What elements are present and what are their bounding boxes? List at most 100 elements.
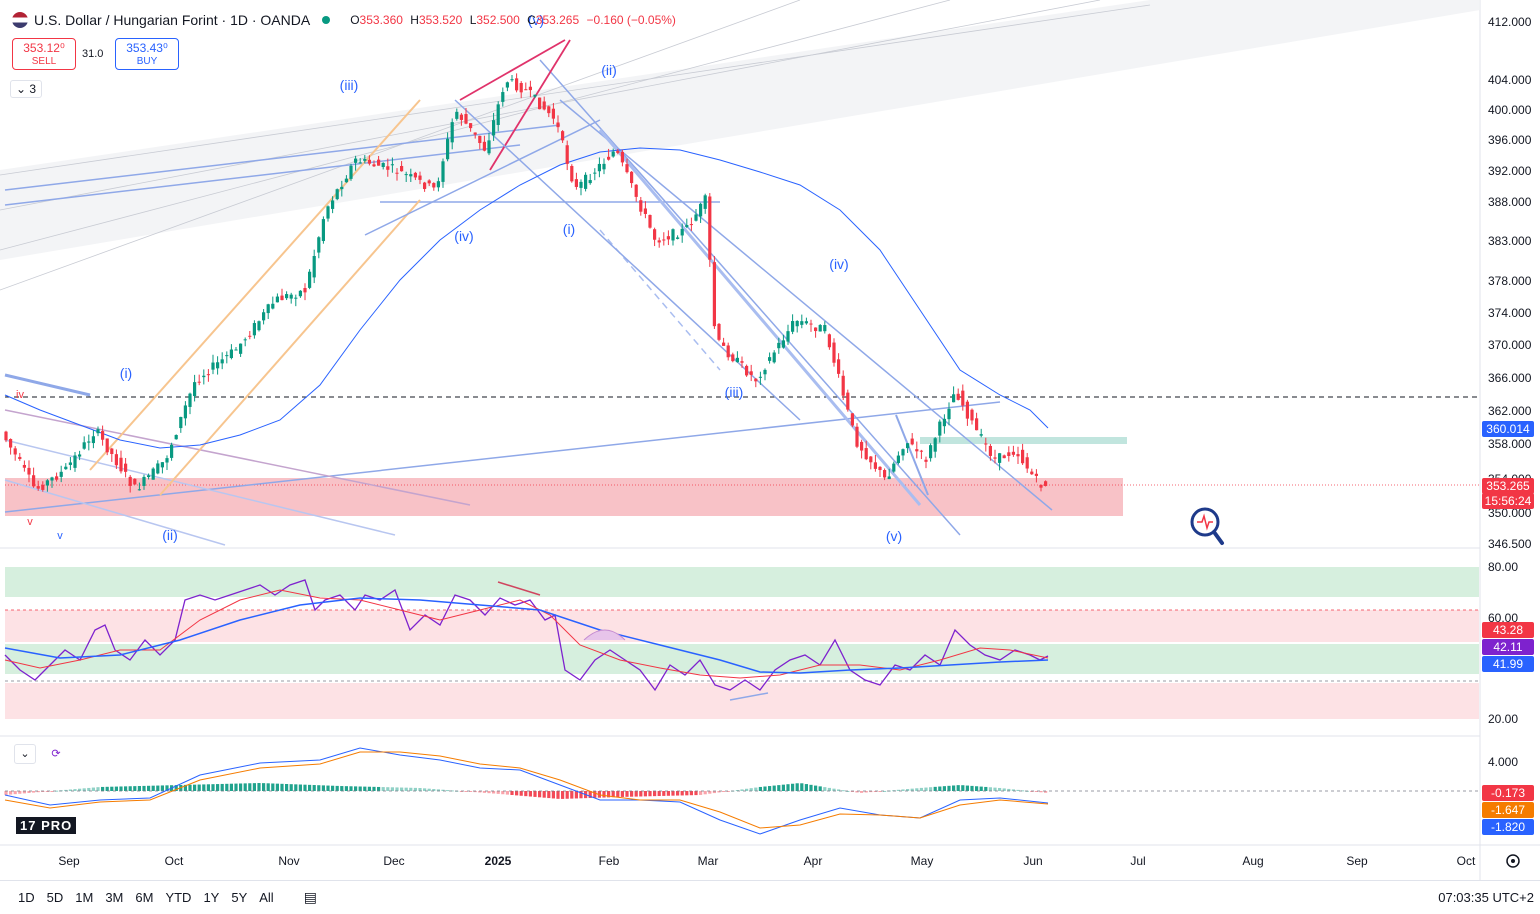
tf-ytd[interactable]: YTD [165, 890, 192, 905]
macd-bar [211, 784, 215, 791]
gear-icon[interactable] [1506, 854, 1520, 868]
macd-bar [850, 791, 854, 792]
date-range-icon[interactable]: ▤ [303, 889, 317, 905]
candlestick-series[interactable] [4, 73, 1048, 493]
moving-average[interactable] [4, 147, 1049, 449]
rsi-ma-line[interactable] [4, 597, 1049, 674]
macd-bar [809, 784, 813, 791]
macd-bar [616, 791, 620, 798]
candle-body [363, 158, 367, 161]
tf-1m[interactable]: 1M [75, 890, 94, 905]
candle-body [188, 393, 192, 407]
macd-bar [1021, 790, 1025, 792]
macd-bar [13, 791, 17, 795]
tf-1y[interactable]: 1Y [203, 890, 220, 905]
magnifier-icon[interactable] [1190, 507, 1224, 545]
candle-body [349, 165, 353, 179]
candle-body [436, 181, 440, 188]
candle-body [528, 86, 532, 91]
sell-button[interactable]: 353.12⁰ SELL [12, 38, 76, 70]
macd-bar [96, 787, 100, 791]
buy-button[interactable]: 353.43⁰ BUY [115, 38, 179, 70]
wave-label[interactable]: (v) [886, 528, 902, 544]
candle-body [266, 304, 270, 314]
macd-bar [413, 787, 417, 791]
candle-body [781, 340, 785, 348]
macd-bar [156, 785, 160, 791]
candle-body [344, 178, 348, 183]
macd-bar [689, 791, 693, 796]
candle-body [740, 361, 744, 363]
wave-label[interactable]: v [57, 530, 63, 542]
candle-body [565, 145, 569, 164]
candle-body [142, 476, 146, 486]
macd-bar [768, 786, 772, 791]
wave-label[interactable]: iv [16, 389, 24, 401]
trendlines[interactable] [4, 39, 1053, 701]
support-zone[interactable] [5, 478, 1123, 516]
wave-label[interactable]: (ii) [162, 527, 178, 543]
wave-label[interactable]: (iv) [829, 256, 848, 272]
macd-bar [133, 786, 137, 791]
candle-body [625, 164, 629, 173]
macd-bar [648, 791, 652, 797]
wave-label[interactable]: (i) [563, 221, 575, 237]
clock[interactable]: 07:03:35 UTC+2 [1438, 890, 1534, 905]
tf-1d[interactable]: 1D [18, 890, 35, 905]
candle-body [96, 429, 100, 434]
tf-3m[interactable]: 3M [105, 890, 124, 905]
macd-bar [832, 788, 836, 791]
macd-bar [777, 785, 781, 791]
candle-body [961, 390, 965, 406]
wave-label[interactable]: v [27, 516, 33, 528]
macd-bar [878, 791, 882, 792]
candle-body [570, 165, 574, 182]
candle-body [772, 352, 776, 363]
macd-bar [671, 791, 675, 796]
candle-body [699, 203, 703, 217]
macd-bar [45, 791, 49, 792]
candle-body [892, 463, 896, 472]
symbol-header[interactable]: U.S. Dollar / Hungarian Forint · 1D · OA… [12, 12, 680, 28]
candle-body [160, 462, 164, 468]
candle-body [685, 225, 689, 228]
refresh-icon[interactable]: ⟳ [45, 744, 67, 764]
candle-body [777, 342, 781, 349]
resistance-zone[interactable] [920, 437, 1127, 444]
candle-body [800, 321, 804, 325]
tf-5d[interactable]: 5D [46, 890, 64, 905]
rsi-line[interactable] [4, 579, 1049, 692]
candle-body [275, 296, 279, 303]
indicators-toggle[interactable]: ⌄ 3 [10, 80, 43, 98]
candle-body [662, 239, 666, 241]
candle-body [243, 339, 247, 341]
wave-label[interactable]: (v) [528, 12, 544, 28]
symbol-title[interactable]: U.S. Dollar / Hungarian Forint · 1D · OA… [34, 12, 311, 28]
wave-label[interactable]: (i) [120, 365, 132, 381]
tf-all[interactable]: All [259, 890, 274, 905]
macd-signal[interactable] [4, 751, 1049, 829]
time-tick: Oct [1457, 854, 1476, 868]
macd-bar [243, 783, 247, 791]
candle-body [827, 334, 831, 348]
wave-label[interactable]: (iv) [454, 228, 473, 244]
candle-body [988, 445, 992, 456]
candle-body [524, 89, 528, 91]
tf-5y[interactable]: 5Y [231, 890, 248, 905]
rsi-tick: 80.00 [1488, 560, 1518, 574]
wave-label[interactable]: (iii) [725, 384, 744, 400]
rsi-signal-line[interactable] [4, 589, 1049, 679]
wave-label[interactable]: (ii) [601, 62, 617, 78]
tf-6m[interactable]: 6M [135, 890, 154, 905]
macd-bar [639, 791, 643, 797]
parallel-channel[interactable] [0, 0, 1480, 260]
wave-label[interactable]: (iii) [340, 77, 359, 93]
macd-bar [735, 790, 739, 792]
macd-bar [216, 784, 220, 791]
candle-body [818, 325, 822, 332]
pane-collapse-icon[interactable]: ⌄ [14, 744, 36, 764]
macd-bar [662, 791, 666, 796]
macd-bar [542, 791, 546, 798]
candle-body [515, 78, 519, 91]
